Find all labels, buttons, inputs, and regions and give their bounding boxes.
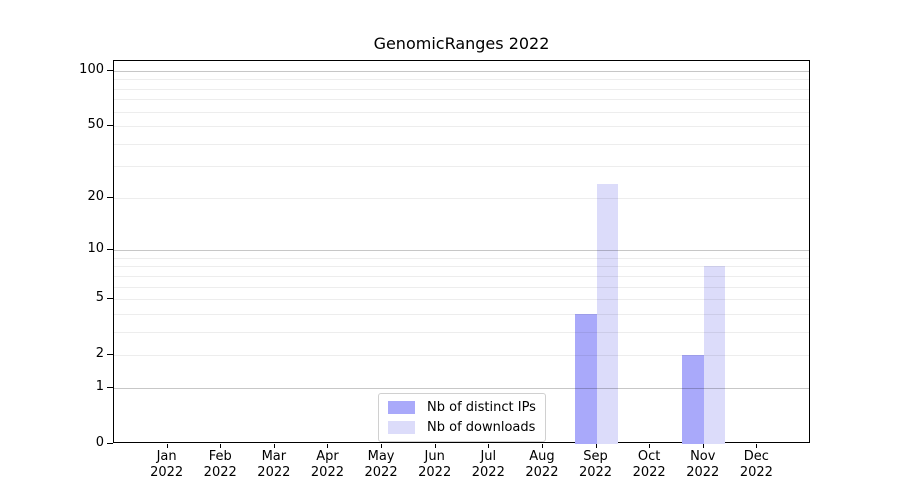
y-tick-20 bbox=[107, 196, 113, 198]
chart-title: GenomicRanges 2022 bbox=[373, 34, 550, 53]
x-tick-sep bbox=[595, 444, 597, 448]
x-tick-year: 2022 bbox=[578, 465, 613, 480]
gridline-minor-9 bbox=[114, 257, 809, 259]
x-tick-year: 2022 bbox=[525, 465, 559, 480]
x-tick-month: Nov bbox=[690, 449, 716, 464]
x-tick-aug bbox=[541, 444, 543, 448]
x-tick-month: Jul bbox=[480, 449, 497, 464]
x-tick-mar bbox=[273, 444, 275, 448]
y-tick-10 bbox=[107, 249, 113, 251]
x-tick-jul bbox=[488, 444, 490, 448]
gridline-major-100 bbox=[114, 71, 809, 72]
x-tick-year: 2022 bbox=[257, 465, 291, 480]
y-tick-1 bbox=[107, 386, 113, 388]
x-tick-month: Oct bbox=[637, 449, 661, 464]
x-tick-label-oct: Oct 2022 bbox=[621, 449, 677, 481]
gridline-minor-50 bbox=[114, 126, 809, 128]
x-tick-month: Aug bbox=[529, 449, 555, 464]
x-tick-label-apr: Apr 2022 bbox=[299, 449, 355, 481]
y-tick-label-50: 50 bbox=[87, 117, 104, 133]
gridline-minor-30 bbox=[114, 166, 809, 168]
gridline-minor-5 bbox=[114, 299, 809, 301]
gridline-minor-8 bbox=[114, 266, 809, 268]
x-tick-label-jan: Jan 2022 bbox=[139, 449, 195, 481]
y-tick-100 bbox=[107, 70, 113, 71]
legend-item-downloads: Nb of downloads bbox=[388, 420, 536, 435]
x-tick-month: Jan bbox=[156, 449, 177, 464]
legend-label-downloads: Nb of downloads bbox=[427, 420, 536, 435]
bar-downloads-sep bbox=[596, 183, 618, 444]
bar-downloads-nov bbox=[703, 266, 726, 444]
legend-label-distinct-ips: Nb of distinct IPs bbox=[427, 400, 536, 415]
x-tick-label-mar: Mar 2022 bbox=[246, 449, 302, 481]
gridline-minor-20 bbox=[114, 197, 809, 199]
x-tick-label-may: May 2022 bbox=[353, 449, 409, 481]
x-tick-nov bbox=[702, 444, 704, 448]
x-tick-year: 2022 bbox=[686, 465, 720, 480]
x-tick-label-feb: Feb 2022 bbox=[192, 449, 248, 481]
x-tick-oct bbox=[649, 444, 651, 448]
y-tick-label-0: 0 bbox=[95, 435, 104, 450]
x-tick-label-nov: Nov 2022 bbox=[675, 449, 731, 481]
gridline-minor-2 bbox=[114, 355, 809, 357]
plot-area bbox=[113, 60, 810, 444]
y-tick-label-20: 20 bbox=[87, 188, 104, 204]
x-tick-year: 2022 bbox=[310, 465, 344, 480]
x-tick-may bbox=[381, 444, 383, 448]
y-tick-5 bbox=[107, 298, 113, 300]
x-tick-label-dec: Dec 2022 bbox=[728, 449, 784, 481]
legend-swatch-downloads bbox=[388, 421, 415, 434]
legend-item-distinct-ips: Nb of distinct IPs bbox=[388, 400, 536, 415]
x-tick-label-jun: Jun 2022 bbox=[407, 449, 463, 481]
x-tick-month: Mar bbox=[261, 449, 287, 464]
y-tick-label-1: 1 bbox=[95, 378, 104, 394]
gridline-major-1 bbox=[114, 387, 809, 389]
grid-layer bbox=[114, 61, 809, 442]
x-tick-month: May bbox=[367, 449, 395, 464]
y-tick-50 bbox=[107, 125, 113, 127]
x-tick-month: Dec bbox=[743, 449, 769, 464]
x-tick-label-sep: Sep 2022 bbox=[568, 449, 624, 481]
gridline-minor-7 bbox=[114, 275, 809, 277]
x-tick-month: Apr bbox=[316, 449, 339, 464]
y-tick-2 bbox=[107, 354, 113, 356]
x-tick-label-jul: Jul 2022 bbox=[460, 449, 516, 481]
gridline-minor-70 bbox=[114, 99, 809, 101]
x-tick-month: Jun bbox=[424, 449, 445, 464]
y-tick-label-10: 10 bbox=[87, 241, 104, 257]
x-tick-year: 2022 bbox=[739, 465, 773, 480]
gridline-minor-3 bbox=[114, 331, 809, 333]
gridline-major-10 bbox=[114, 250, 809, 252]
y-tick-label-5: 5 bbox=[95, 290, 104, 306]
y-tick-label-100: 100 bbox=[79, 62, 104, 77]
gridline-minor-4 bbox=[114, 313, 809, 315]
gridline-minor-40 bbox=[114, 143, 809, 145]
x-tick-jan bbox=[166, 444, 168, 448]
bar-distinct-ips-sep bbox=[575, 313, 597, 444]
x-tick-feb bbox=[220, 444, 222, 448]
x-tick-apr bbox=[327, 444, 329, 448]
x-tick-year: 2022 bbox=[203, 465, 237, 480]
legend: Nb of distinct IPs Nb of downloads bbox=[378, 393, 546, 442]
x-tick-year: 2022 bbox=[418, 465, 452, 480]
bar-distinct-ips-nov bbox=[682, 355, 704, 444]
x-tick-year: 2022 bbox=[632, 465, 666, 480]
x-tick-year: 2022 bbox=[471, 465, 505, 480]
x-tick-jun bbox=[434, 444, 436, 448]
x-tick-month: Sep bbox=[583, 449, 608, 464]
y-tick-0 bbox=[107, 443, 113, 444]
gridline-minor-6 bbox=[114, 286, 809, 288]
x-tick-label-aug: Aug 2022 bbox=[514, 449, 570, 481]
x-tick-year: 2022 bbox=[364, 465, 398, 480]
x-tick-month: Feb bbox=[208, 449, 232, 464]
gridline-minor-60 bbox=[114, 111, 809, 113]
legend-swatch-distinct-ips bbox=[388, 401, 415, 414]
x-tick-dec bbox=[756, 444, 758, 448]
gridline-minor-90 bbox=[114, 79, 809, 81]
gridline-minor-80 bbox=[114, 88, 809, 90]
x-tick-year: 2022 bbox=[150, 465, 184, 480]
y-tick-label-2: 2 bbox=[95, 346, 104, 362]
bars-layer bbox=[114, 61, 809, 444]
